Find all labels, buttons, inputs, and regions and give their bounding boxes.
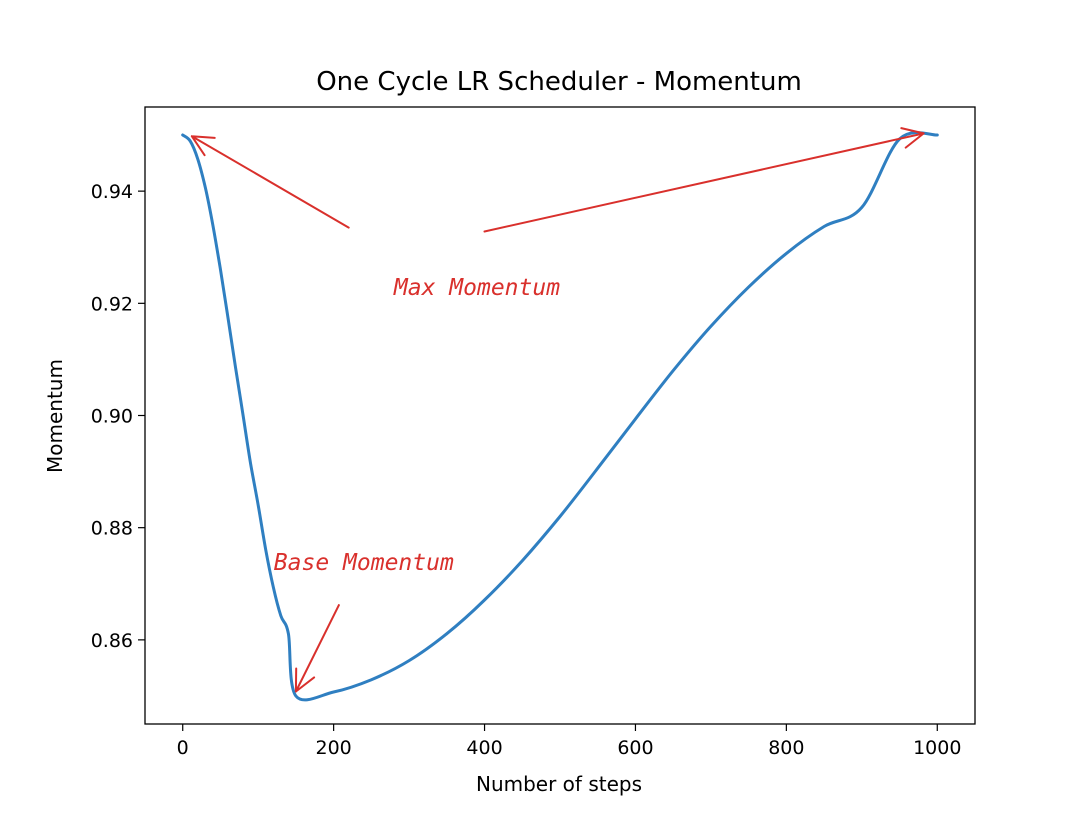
y-tick-label: 0.90 <box>91 406 133 428</box>
y-axis-label: Momentum <box>43 359 67 473</box>
chart-title: One Cycle LR Scheduler - Momentum <box>316 67 802 97</box>
plot-frame <box>144 106 976 725</box>
annotation-arrow <box>483 127 925 233</box>
x-tick-label: 600 <box>617 737 653 759</box>
series-line <box>181 131 939 702</box>
x-tick-label: 200 <box>316 737 352 759</box>
y-tick-label: 0.92 <box>91 293 133 315</box>
annotation-labels: Max Momentum Base Momentum <box>274 275 560 576</box>
series-layer <box>181 131 939 702</box>
annotation-label: Max Momentum <box>393 275 560 301</box>
x-tick-label: 400 <box>466 737 502 759</box>
annotation-arrow <box>294 604 340 693</box>
x-axis-label: Number of steps <box>476 772 642 796</box>
annotation-arrows <box>190 127 925 693</box>
y-tick-label: 0.94 <box>91 181 133 203</box>
y-tick-label: 0.88 <box>91 518 133 540</box>
y-axis: 0.86 0.88 0.90 0.92 0.94 <box>91 181 145 652</box>
y-tick-label: 0.86 <box>91 630 133 652</box>
annotation-label: Base Momentum <box>274 550 454 576</box>
x-tick-label: 1000 <box>913 737 961 759</box>
x-axis: 0 200 400 600 800 1000 <box>177 724 961 759</box>
x-tick-label: 800 <box>768 737 804 759</box>
x-tick-label: 0 <box>177 737 189 759</box>
annotation-arrow <box>190 135 350 229</box>
